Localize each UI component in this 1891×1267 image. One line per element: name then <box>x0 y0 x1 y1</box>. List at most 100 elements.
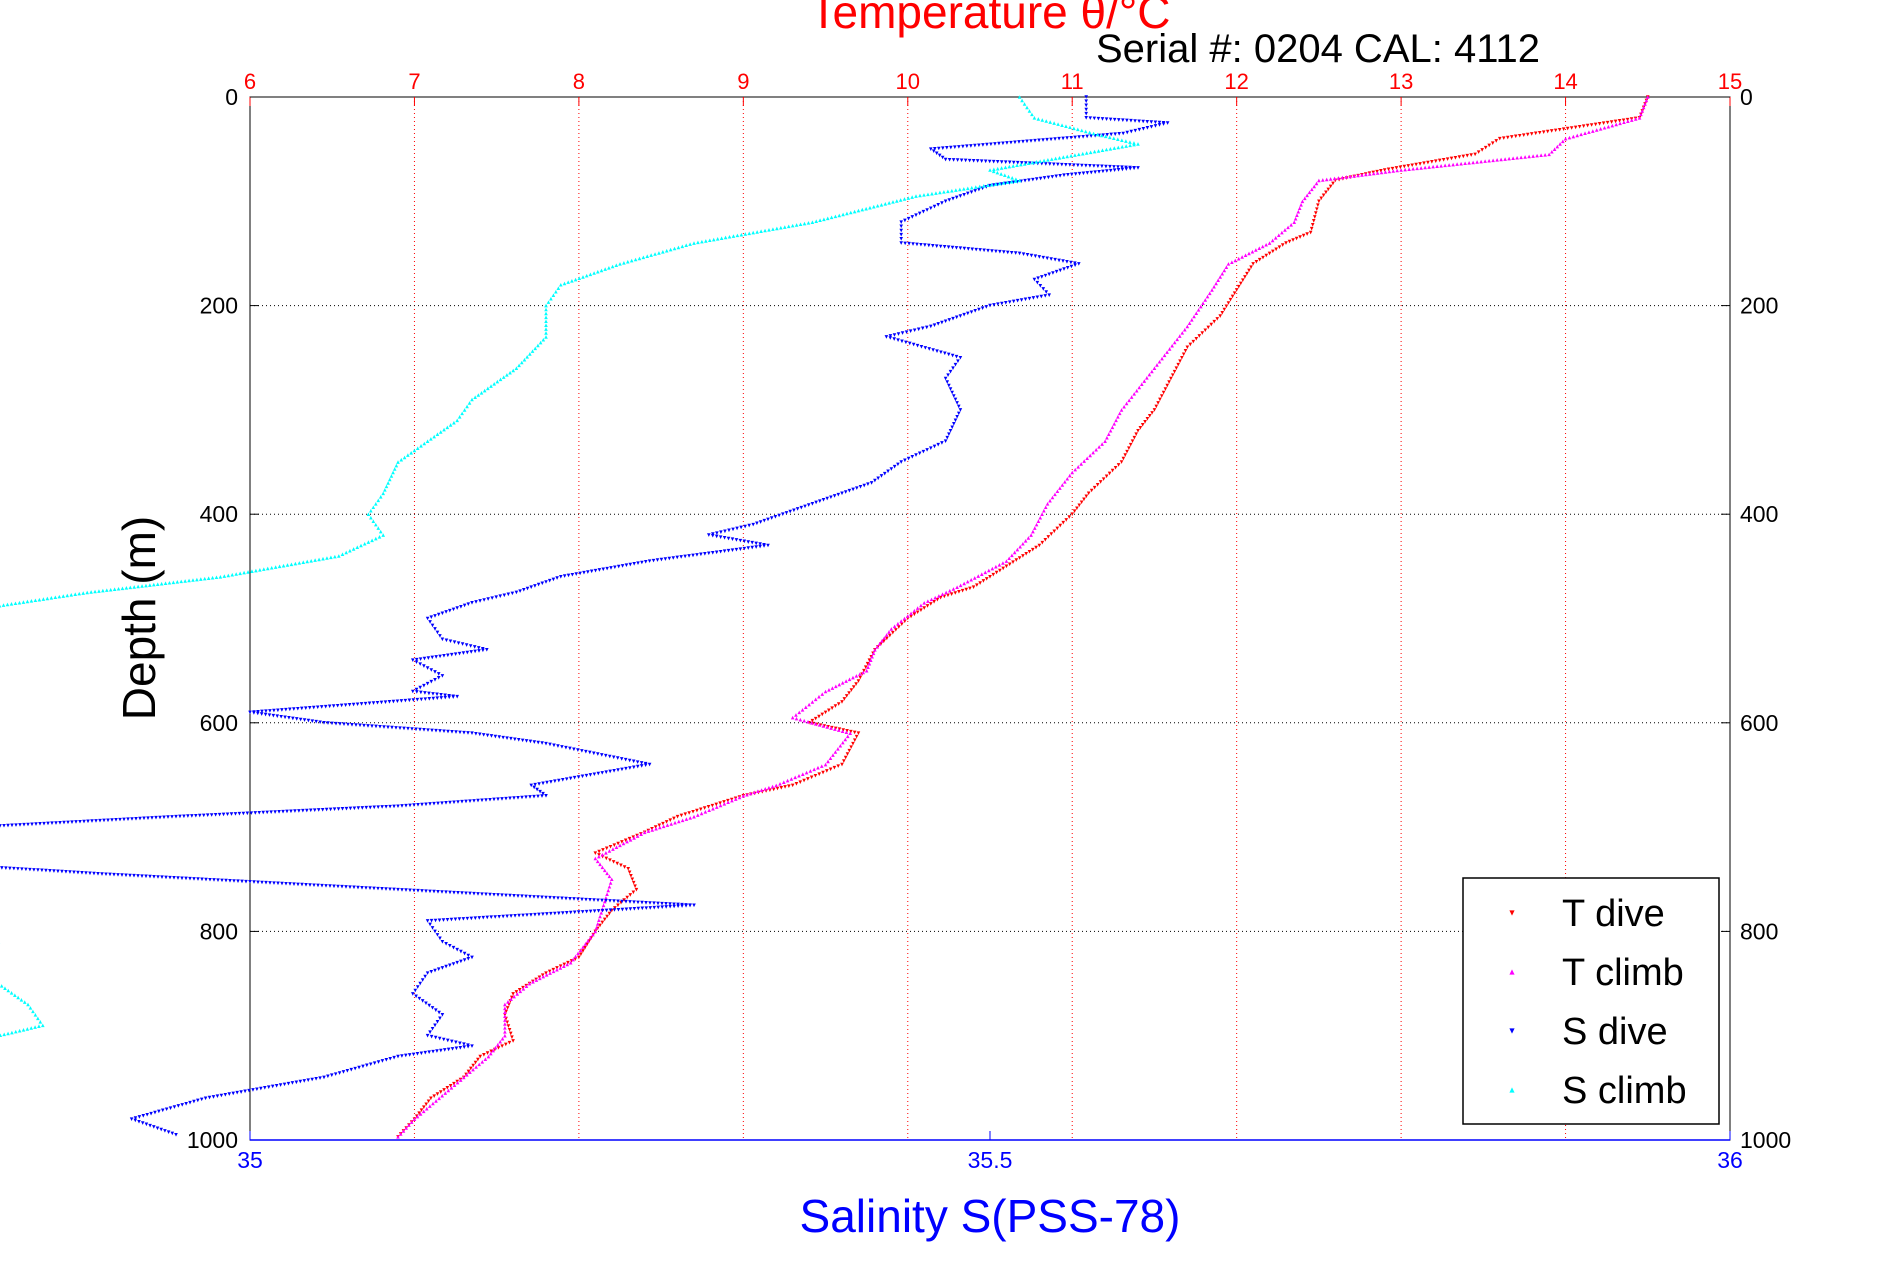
data-point <box>36 1017 40 1021</box>
data-point <box>20 998 24 1002</box>
data-point <box>231 1092 235 1096</box>
data-point <box>6 989 10 993</box>
data-point <box>227 1092 231 1096</box>
data-point <box>118 818 122 822</box>
data-point <box>110 818 114 822</box>
data-point <box>108 873 112 877</box>
data-point <box>20 867 24 871</box>
data-point <box>74 820 78 824</box>
data-point <box>238 812 242 816</box>
data-point <box>184 877 188 881</box>
data-point <box>58 595 62 599</box>
data-point <box>141 1114 145 1118</box>
depth-tick-label-right: 200 <box>1740 293 1778 319</box>
data-point <box>166 815 170 819</box>
data-point <box>10 824 14 828</box>
data-point <box>24 868 28 872</box>
data-point <box>188 1101 192 1105</box>
data-point <box>109 588 113 592</box>
temperature-tick-label: 7 <box>408 69 420 94</box>
data-point <box>134 817 138 821</box>
data-point <box>64 870 68 874</box>
data-point <box>61 594 65 598</box>
data-point <box>36 868 40 872</box>
data-point <box>31 1010 35 1014</box>
data-point <box>30 822 34 826</box>
data-point <box>6 824 10 828</box>
data-point <box>40 869 44 873</box>
data-point <box>158 816 162 820</box>
data-point <box>12 867 16 871</box>
data-point <box>76 871 80 875</box>
data-point <box>246 570 250 574</box>
data-point <box>144 875 148 879</box>
data-point <box>82 820 86 824</box>
data-point <box>215 575 219 579</box>
data-point <box>16 867 20 871</box>
data-point <box>224 879 228 883</box>
data-point <box>122 818 126 822</box>
data-point <box>141 1121 145 1125</box>
data-point <box>212 1095 216 1099</box>
data-point <box>216 1094 220 1098</box>
data-point <box>78 820 82 824</box>
data-point <box>150 816 154 820</box>
data-point <box>180 1103 184 1107</box>
data-point <box>0 866 4 870</box>
data-point <box>130 1117 134 1121</box>
data-point <box>163 1129 167 1133</box>
data-point <box>152 875 156 879</box>
data-point <box>172 876 176 880</box>
data-point <box>81 591 85 595</box>
data-point <box>137 1120 141 1124</box>
depth-tick-label-left: 1000 <box>187 1127 238 1153</box>
data-point <box>23 1000 27 1004</box>
data-point <box>176 580 180 584</box>
data-point <box>149 1112 153 1116</box>
data-point <box>14 601 18 605</box>
data-point <box>156 1126 160 1130</box>
depth-tick-label-left: 400 <box>200 501 238 527</box>
data-point <box>145 1123 149 1127</box>
data-point <box>46 822 50 826</box>
data-point <box>72 871 76 875</box>
data-point <box>234 572 238 576</box>
data-point <box>170 815 174 819</box>
data-point <box>112 873 116 877</box>
data-point <box>0 824 2 828</box>
temperature-tick-label: 12 <box>1224 69 1248 94</box>
data-point <box>88 871 92 875</box>
data-point <box>160 875 164 879</box>
data-point <box>162 816 166 820</box>
data-point <box>34 1013 38 1017</box>
data-point <box>38 598 42 602</box>
data-point <box>176 876 180 880</box>
data-point <box>230 812 234 816</box>
data-point <box>92 872 96 876</box>
data-point <box>73 592 77 596</box>
data-point <box>50 821 54 825</box>
data-point <box>138 817 142 821</box>
data-point <box>65 594 69 598</box>
temperature-tick-label: 15 <box>1718 69 1742 94</box>
data-point <box>165 1107 169 1111</box>
data-point <box>202 814 206 818</box>
data-point <box>101 589 105 593</box>
data-point <box>42 822 46 826</box>
data-point <box>243 1090 247 1094</box>
data-point <box>161 1109 165 1113</box>
data-point <box>210 813 214 817</box>
data-point <box>216 878 220 882</box>
data-point <box>208 878 212 882</box>
data-point <box>187 579 191 583</box>
data-point <box>128 874 132 878</box>
data-point <box>32 868 36 872</box>
data-point <box>169 1106 173 1110</box>
data-point <box>154 816 158 820</box>
data-point <box>66 821 70 825</box>
data-point <box>130 817 134 821</box>
data-point <box>178 815 182 819</box>
data-point <box>14 1030 18 1034</box>
legend-label: T dive <box>1562 893 1665 935</box>
